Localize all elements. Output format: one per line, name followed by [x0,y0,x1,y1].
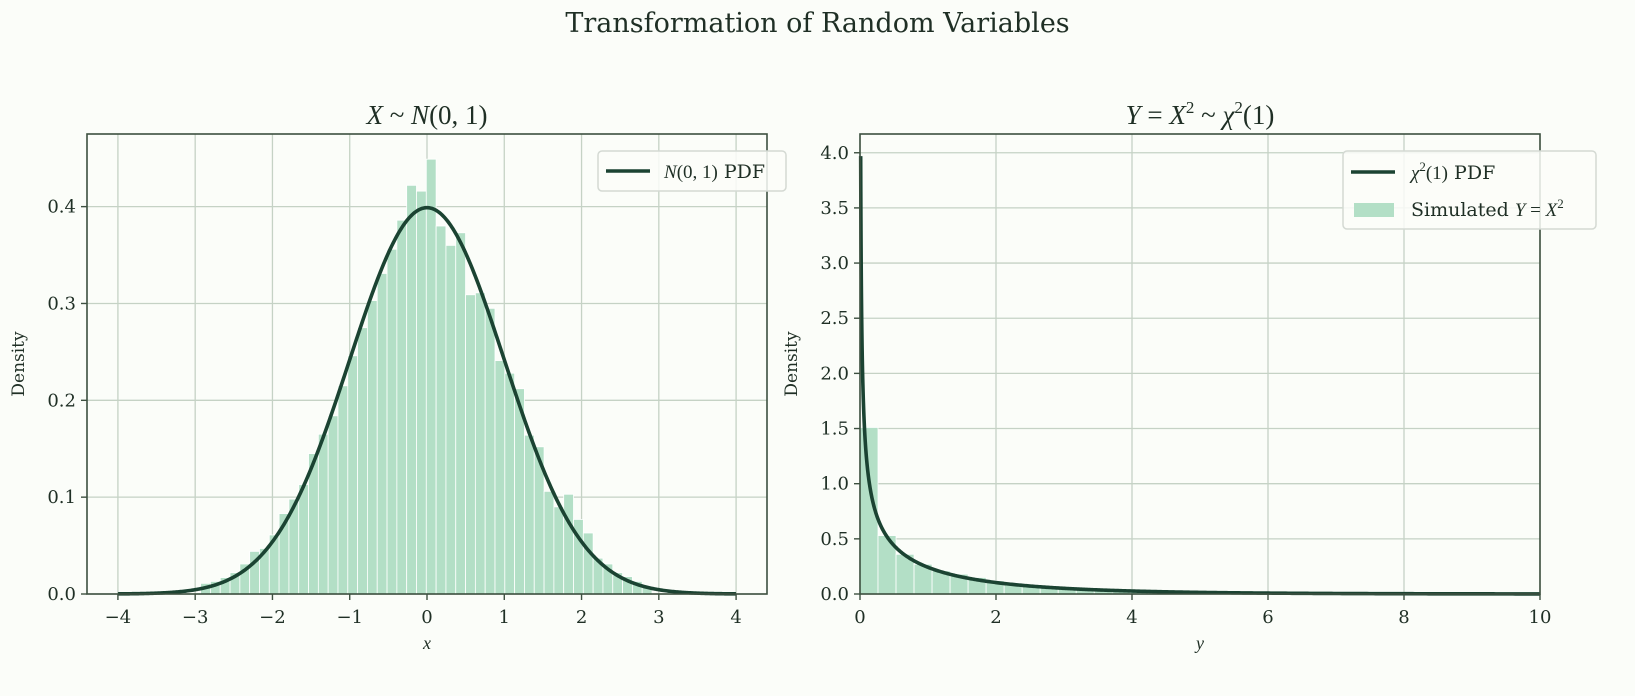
y-tick-label: 0.5 [820,529,849,550]
histogram-bar [317,433,329,595]
x-tick-label: −1 [336,607,363,628]
x-tick-label: 0 [854,607,865,628]
right-histogram-bars [859,427,1474,595]
x-tick-label: 10 [1529,607,1552,628]
left-legend: N(0, 1) PDF [597,150,787,192]
x-tick-label: −4 [105,607,132,628]
left-plot-title: X ~ N(0, 1) [365,100,487,130]
x-tick-label: 0 [421,607,432,628]
left-histogram-bars [200,158,653,595]
histogram-bar [367,300,378,595]
right-axes: 0 2 4 6 8 10 0.0 0.5 1.0 1.5 2.0 2.5 3.0 3.5 4.0 Y = X… [782,98,1597,653]
right-legend: χ2(1) PDF Simulated Y = X2 [1342,150,1597,230]
right-tick-labels: 0 2 4 6 8 10 0.0 0.5 1.0 1.5 2.0 2.5 3.0 3.5 4.0 [820,143,1551,628]
histogram-bar [474,292,486,595]
histogram-bar [484,307,496,595]
right-y-axis-label: Density [782,331,802,397]
legend-label: N(0, 1) PDF [663,161,765,183]
histogram-bar [494,360,506,595]
y-tick-label: 3.5 [820,198,849,219]
x-tick-label: 2 [990,607,1001,628]
histogram-bar [386,248,398,595]
histogram-bar [416,190,427,595]
legend-label: χ2(1) PDF [1409,159,1495,184]
y-tick-label: 0.0 [820,584,849,605]
x-tick-label: −3 [182,607,209,628]
y-tick-label: 0.1 [47,487,76,508]
x-tick-label: −2 [259,607,286,628]
histogram-bar [455,232,466,595]
x-tick-label: 6 [1262,607,1273,628]
histogram-bar [435,225,447,595]
y-tick-label: 3.0 [820,253,849,274]
histogram-bar [445,244,457,595]
legend-box [597,150,787,192]
x-tick-label: 8 [1398,607,1409,628]
histogram-bar [563,493,574,595]
histogram-bar [337,385,349,595]
histogram-bar [406,184,417,595]
y-tick-label: 1.5 [820,419,849,440]
left-y-axis-label: Density [9,331,29,397]
histogram-bar [524,434,535,595]
legend-patch-swatch [1354,203,1394,217]
figure-suptitle: Transformation of Random Variables [565,8,1070,39]
left-tick-labels: −4 −3 −2 −1 0 1 2 3 4 0.0 0.1 0.2 0.3 0.4 [47,197,741,628]
left-x-axis-label: x [422,633,431,653]
x-tick-label: 4 [1126,607,1137,628]
y-tick-label: 0.4 [47,197,76,218]
y-tick-label: 4.0 [820,143,849,164]
left-pdf-curve [117,205,737,596]
histogram-bar [298,484,309,595]
histogram-bar [582,532,594,595]
histogram-bar [425,158,437,595]
x-tick-label: 4 [730,607,741,628]
histogram-bar [327,415,339,595]
x-tick-label: 2 [576,607,587,628]
histogram-bar [376,273,388,595]
y-tick-label: 0.2 [47,390,76,411]
y-tick-label: 1.0 [820,474,849,495]
histogram-bar [347,355,359,595]
y-tick-label: 0.0 [47,584,76,605]
right-axes-frame [859,133,1541,595]
x-tick-label: 3 [653,607,664,628]
y-tick-label: 2.5 [820,308,849,329]
left-axes: −4 −3 −2 −1 0 1 2 3 4 0.0 0.1 0.2 0.3 0.4 X ~ N(0, 1)… [9,100,787,653]
histogram-bar [357,327,368,595]
right-x-axis-label: y [1194,633,1204,653]
y-tick-label: 2.0 [820,363,849,384]
histogram-bar [396,219,408,595]
histogram-bar [553,506,565,595]
histogram-bar [504,372,516,595]
right-plot-title: Y = X2 ~ χ2(1) [1126,98,1275,130]
y-tick-label: 0.3 [47,293,76,314]
histogram-bar [465,294,476,595]
legend-label: Simulated Y = X2 [1411,196,1564,221]
histogram-bar [543,490,555,595]
legend-box [1342,150,1597,230]
x-tick-label: 1 [499,607,510,628]
